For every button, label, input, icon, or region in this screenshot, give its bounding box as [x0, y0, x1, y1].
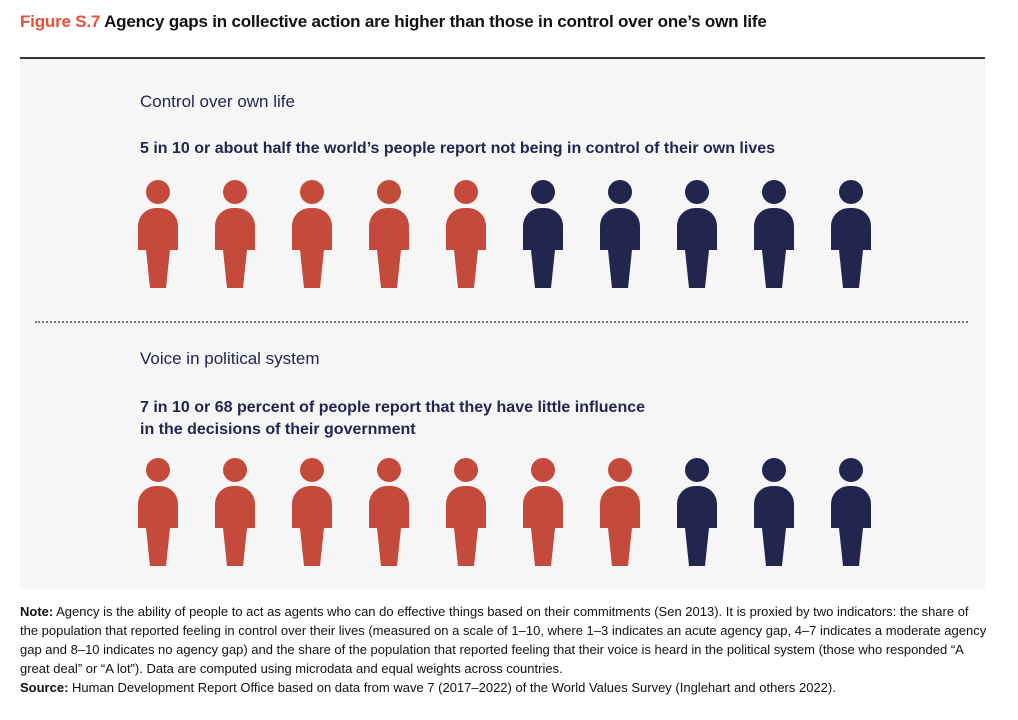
person-icon-highlighted — [446, 458, 486, 566]
person-icon-highlighted — [292, 180, 332, 288]
person-icon-highlighted — [369, 458, 409, 566]
person-icon-highlighted — [523, 458, 563, 566]
person-head — [531, 180, 555, 204]
person-head — [762, 458, 786, 482]
person-head — [454, 458, 478, 482]
section-divider — [35, 321, 968, 323]
person-head — [608, 180, 632, 204]
pictogram-row-voice — [138, 458, 871, 566]
note-text: Agency is the ability of people to act a… — [20, 604, 987, 676]
section-title-control: Control over own life — [140, 92, 295, 111]
person-head — [685, 180, 709, 204]
person-icon — [600, 180, 640, 288]
figure-label: Figure S.7 — [20, 12, 101, 31]
source-text: Human Development Report Office based on… — [68, 680, 836, 695]
person-icon — [831, 180, 871, 288]
person-icon — [754, 458, 794, 566]
person-head — [223, 180, 247, 204]
person-body — [677, 208, 717, 288]
person-head — [146, 458, 170, 482]
person-body — [369, 486, 409, 566]
person-head — [223, 458, 247, 482]
figure-title-text: Agency gaps in collective action are hig… — [104, 12, 767, 31]
person-body — [446, 208, 486, 288]
subtitle-line-1: 7 in 10 or 68 percent of people report t… — [140, 399, 646, 416]
person-body — [292, 208, 332, 288]
note-label: Note: — [20, 604, 54, 619]
person-body — [831, 208, 871, 288]
person-head — [839, 458, 863, 482]
person-icon — [523, 180, 563, 288]
pictogram-row-control — [138, 180, 871, 288]
person-head — [762, 180, 786, 204]
person-body — [831, 486, 871, 566]
person-head — [685, 458, 709, 482]
person-body — [600, 486, 640, 566]
person-body — [446, 486, 486, 566]
person-head — [377, 458, 401, 482]
person-icon-highlighted — [138, 180, 178, 288]
person-head — [454, 180, 478, 204]
section-title-voice: Voice in political system — [140, 349, 320, 368]
person-icon-highlighted — [369, 180, 409, 288]
title-rule — [20, 57, 985, 59]
person-icon — [831, 458, 871, 566]
person-icon-highlighted — [446, 180, 486, 288]
figure-title: Figure S.7 Agency gaps in collective act… — [20, 12, 767, 32]
person-icon-highlighted — [600, 458, 640, 566]
person-head — [839, 180, 863, 204]
person-icon-highlighted — [292, 458, 332, 566]
figure-note: Note: Agency is the ability of people to… — [20, 602, 990, 697]
person-body — [754, 486, 794, 566]
subtitle-line-2: in the decisions of their government — [140, 421, 416, 438]
person-head — [146, 180, 170, 204]
person-body — [215, 486, 255, 566]
person-head — [531, 458, 555, 482]
person-body — [523, 486, 563, 566]
person-body — [523, 208, 563, 288]
person-body — [215, 208, 255, 288]
source-label: Source: — [20, 680, 69, 695]
person-icon — [677, 458, 717, 566]
person-body — [754, 208, 794, 288]
person-body — [138, 208, 178, 288]
section-subtitle-control: 5 in 10 or about half the world’s people… — [140, 140, 776, 157]
person-body — [677, 486, 717, 566]
person-icon-highlighted — [215, 458, 255, 566]
person-head — [377, 180, 401, 204]
person-icon-highlighted — [138, 458, 178, 566]
person-body — [369, 208, 409, 288]
person-head — [608, 458, 632, 482]
chart-panel — [20, 59, 985, 589]
person-icon — [677, 180, 717, 288]
person-body — [600, 208, 640, 288]
person-head — [300, 180, 324, 204]
person-icon — [754, 180, 794, 288]
section-subtitle-voice: 7 in 10 or 68 percent of people report t… — [140, 397, 645, 441]
person-head — [300, 458, 324, 482]
person-body — [138, 486, 178, 566]
person-icon-highlighted — [215, 180, 255, 288]
person-body — [292, 486, 332, 566]
